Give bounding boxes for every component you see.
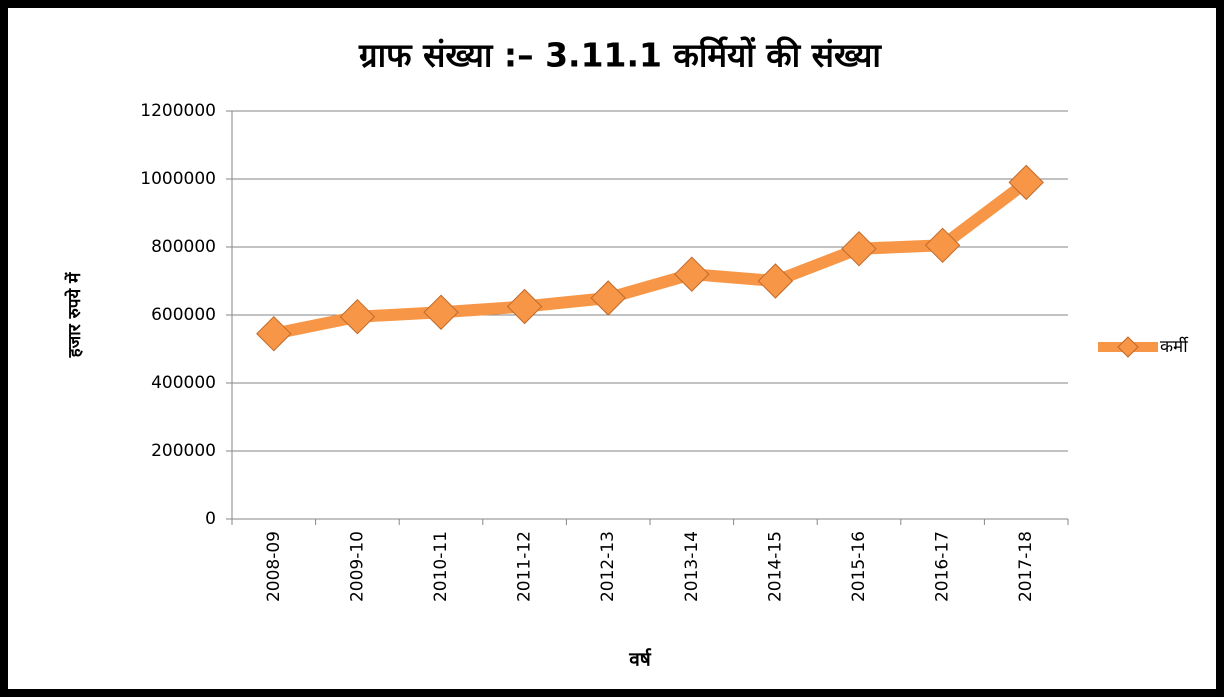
y-tick-label: 200000 [151, 441, 216, 461]
x-tick-label: 2012-13 [598, 531, 618, 602]
x-tick-label: 2011-12 [515, 531, 535, 602]
marker [339, 298, 376, 335]
x-tick-label: 2013-14 [682, 531, 702, 602]
legend-marker [1117, 336, 1139, 358]
x-tick-label: 2016-17 [933, 531, 953, 602]
marker [674, 256, 710, 292]
legend-label: कर्मी [1160, 336, 1189, 357]
y-tick-label: 0 [205, 509, 216, 529]
x-axis-label: वर्ष [628, 648, 652, 671]
x-tick-label: 2009-10 [347, 531, 367, 602]
y-tick-label: 1200000 [140, 101, 216, 121]
y-tick-label: 1000000 [140, 169, 216, 189]
marker [256, 315, 292, 352]
line [272, 177, 1030, 340]
x-tick-label: 2017-18 [1016, 531, 1036, 602]
chart-title: ग्राफ संख्या :– 3.11.1 कर्मियों की संख्य… [358, 36, 882, 75]
marker [1008, 164, 1044, 201]
x-tick-label: 2014-15 [765, 531, 785, 602]
x-tick-label: 2008-09 [264, 531, 284, 602]
y-tick-label: 800000 [151, 237, 216, 257]
x-tick-label: 2015-16 [849, 531, 869, 602]
y-tick-label: 600000 [151, 305, 216, 325]
y-axis-label: हजार रुपये में [64, 272, 85, 359]
marker [841, 230, 877, 267]
marker [590, 280, 626, 316]
marker [757, 263, 794, 299]
x-tick-label: 2010-11 [431, 531, 451, 602]
marker [924, 227, 961, 264]
y-tick-label: 400000 [151, 373, 216, 393]
marker [423, 294, 459, 330]
marker [506, 288, 543, 325]
